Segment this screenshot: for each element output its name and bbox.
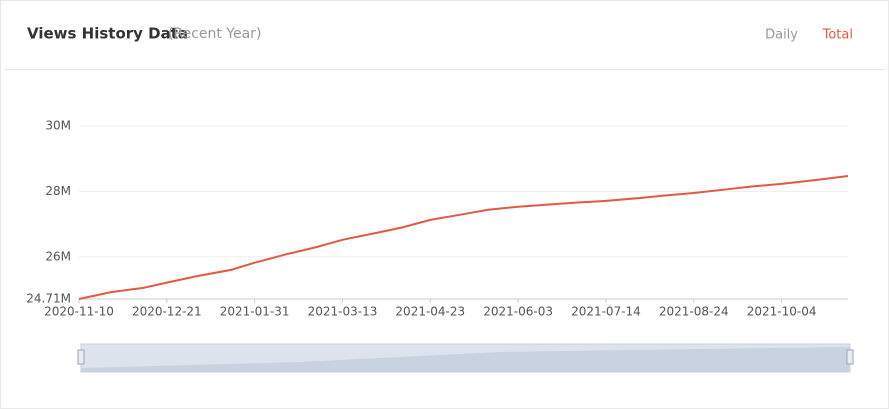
x-tick-label: 2021-01-31 <box>220 305 290 319</box>
tab-total[interactable]: Total <box>822 28 853 43</box>
x-tick-label: 2021-03-13 <box>308 305 378 319</box>
x-tick-label: 2021-08-24 <box>659 305 729 319</box>
y-tick-label: 26M <box>45 249 71 263</box>
zoom-handle[interactable] <box>77 349 85 365</box>
y-tick-label: 28M <box>45 184 71 198</box>
x-tick-label: 2021-04-23 <box>395 305 465 319</box>
x-tick-label: 2020-11-10 <box>44 305 114 319</box>
y-tick-label: 30M <box>45 119 71 133</box>
tab-daily[interactable]: Daily <box>765 28 798 43</box>
x-tick-label: 2021-06-03 <box>483 305 553 319</box>
zoom-preview <box>81 347 850 372</box>
header-subtitle: (Recent Year) <box>168 26 261 42</box>
x-tick-label: 2021-07-14 <box>571 305 641 319</box>
zoom-handle[interactable] <box>846 349 854 365</box>
y-tick-label: 24.71M <box>26 292 71 306</box>
x-tick-label: 2020-12-21 <box>132 305 202 319</box>
data-line <box>78 175 849 300</box>
x-tick-label: 2021-10-04 <box>747 305 817 319</box>
header-title: Views History Data <box>27 25 188 43</box>
